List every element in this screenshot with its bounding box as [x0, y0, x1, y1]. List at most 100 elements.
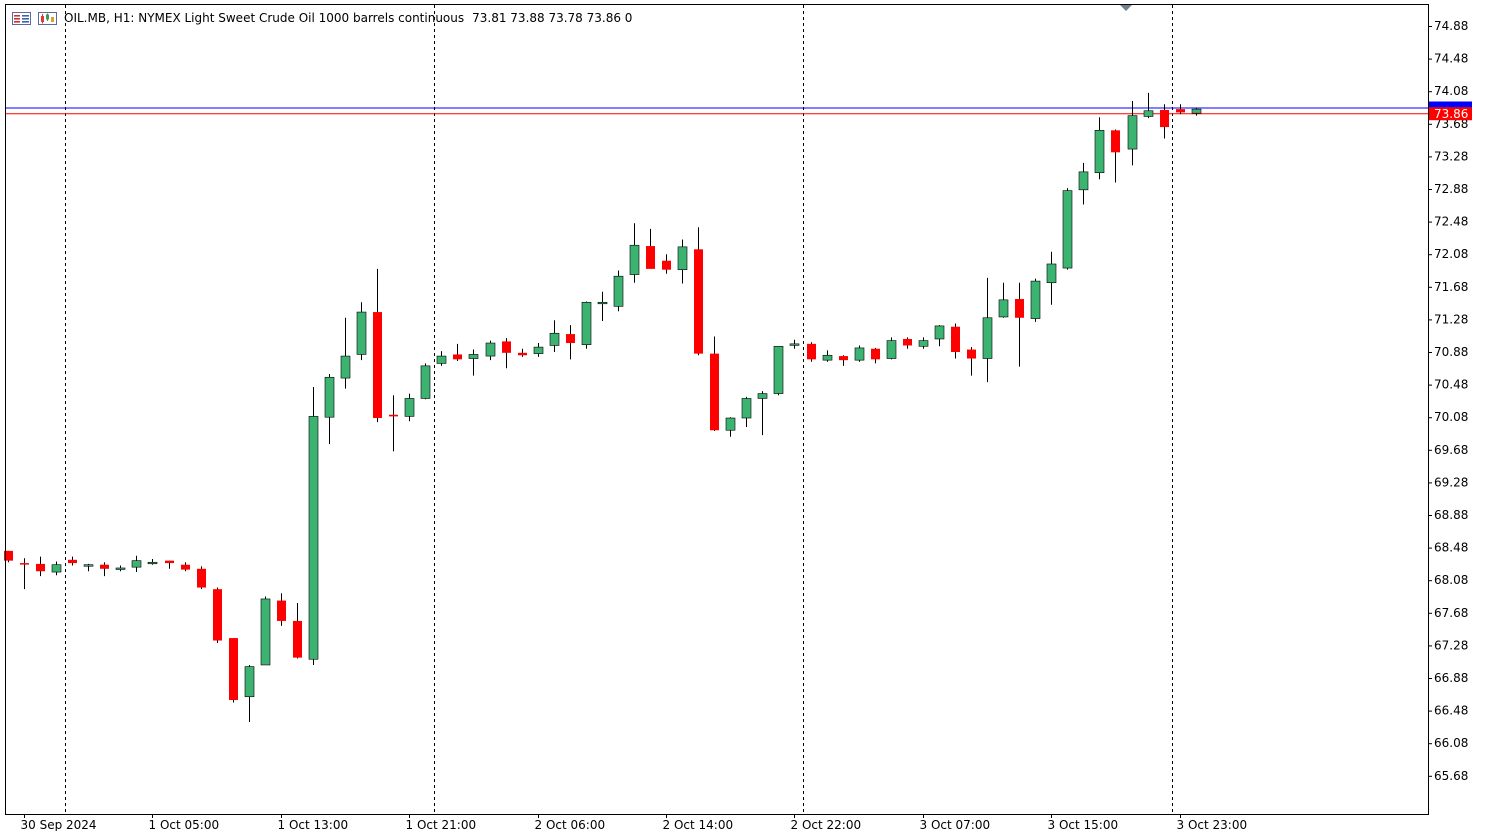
shift-marker-icon[interactable] [1120, 5, 1132, 11]
candle[interactable] [518, 348, 527, 357]
candle[interactable] [1078, 162, 1089, 205]
candle[interactable] [566, 325, 575, 360]
candle[interactable] [871, 347, 880, 364]
candle[interactable] [581, 301, 592, 349]
candle[interactable] [1094, 117, 1105, 180]
candle[interactable] [1127, 100, 1138, 166]
price-axis[interactable]: 74.88 74.48 74.08 73.68 73.28 72.88 72.48 72.08… [1428, 19, 1468, 783]
candle[interactable] [20, 558, 29, 590]
bull-candle-body [1127, 115, 1138, 150]
candle[interactable] [1030, 278, 1041, 322]
candle[interactable] [613, 270, 624, 312]
bull-candle-body [485, 342, 496, 357]
candle[interactable] [951, 323, 960, 359]
candle[interactable] [918, 337, 929, 349]
candle[interactable] [1062, 188, 1073, 270]
candle[interactable] [404, 393, 415, 422]
candle[interactable] [549, 320, 560, 352]
candle[interactable] [229, 638, 238, 703]
candle[interactable] [1176, 104, 1185, 115]
candle[interactable] [1143, 92, 1154, 119]
candle[interactable] [662, 254, 671, 274]
bear-candle-body [566, 334, 575, 344]
candle[interactable] [1015, 282, 1024, 367]
candle[interactable] [308, 387, 319, 665]
candle[interactable] [694, 227, 703, 356]
candle[interactable] [181, 562, 190, 572]
bull-candle-body [1030, 280, 1041, 319]
candles [4, 92, 1202, 723]
candle[interactable] [1046, 251, 1057, 305]
candle[interactable] [260, 596, 271, 666]
plot-frame [5, 4, 1429, 815]
candle[interactable] [807, 342, 816, 362]
y-tick-label: 70.88 [1434, 345, 1468, 359]
menu-icon[interactable] [12, 11, 32, 26]
candle[interactable] [115, 565, 126, 572]
candle[interactable] [51, 561, 62, 576]
candle[interactable] [1111, 129, 1120, 183]
candle[interactable] [741, 396, 752, 427]
candle[interactable] [356, 302, 367, 361]
candle[interactable] [131, 555, 142, 573]
bull-candle-body [340, 355, 351, 379]
candle[interactable] [757, 391, 768, 436]
bear-candle-body [36, 563, 45, 572]
candle[interactable] [147, 559, 158, 565]
candle[interactable] [83, 563, 94, 572]
candle[interactable] [197, 566, 206, 590]
candle[interactable] [967, 347, 976, 376]
chart-icon[interactable] [38, 11, 58, 26]
candle[interactable] [773, 345, 784, 396]
candle[interactable] [468, 349, 479, 376]
candle[interactable] [1160, 104, 1169, 139]
bull-candle-body [789, 343, 800, 346]
candle[interactable] [373, 268, 382, 423]
candle[interactable] [340, 317, 351, 389]
candle[interactable] [677, 239, 688, 284]
price-lines [6, 107, 1428, 115]
candle[interactable] [293, 603, 302, 659]
x-tick-label: 2 Oct 14:00 [663, 818, 734, 831]
candle[interactable] [4, 550, 13, 563]
candle[interactable] [244, 664, 255, 723]
candle[interactable] [36, 556, 45, 577]
time-axis[interactable]: 30 Sep 2024 1 Oct 05:00 1 Oct 13:00 1 Oct 2… [21, 814, 1248, 832]
candle[interactable] [710, 336, 719, 432]
bull-candle-body [773, 345, 784, 394]
chart-header: OIL.MB, H1: NYMEX Light Sweet Crude Oil … [12, 9, 632, 27]
candle[interactable] [68, 556, 77, 566]
candle[interactable] [886, 337, 897, 360]
candle[interactable] [1191, 107, 1202, 116]
candle[interactable] [934, 325, 945, 347]
candle[interactable] [597, 291, 608, 322]
candle[interactable] [789, 339, 800, 349]
bull-candle-body [533, 346, 544, 354]
candle[interactable] [420, 363, 431, 400]
candle[interactable] [998, 282, 1009, 318]
candle[interactable] [324, 374, 335, 445]
y-tick-label: 65.68 [1434, 769, 1468, 783]
candle[interactable] [629, 223, 640, 283]
candle[interactable] [982, 277, 993, 383]
bull-candle-body [597, 301, 608, 305]
candle[interactable] [839, 355, 848, 366]
candle[interactable] [277, 593, 286, 626]
candle[interactable] [533, 343, 544, 357]
candle[interactable] [453, 343, 462, 361]
candle[interactable] [485, 340, 496, 361]
candle[interactable] [646, 228, 655, 269]
candle[interactable] [100, 562, 109, 577]
candle[interactable] [389, 395, 398, 452]
candle[interactable] [165, 560, 174, 569]
candle[interactable] [436, 351, 447, 366]
candle[interactable] [822, 350, 833, 362]
candle[interactable] [213, 587, 222, 643]
candle[interactable] [502, 338, 511, 369]
candle[interactable] [725, 417, 736, 437]
candle[interactable] [854, 345, 865, 362]
bull-candle-body [549, 332, 560, 346]
candle[interactable] [903, 337, 912, 349]
